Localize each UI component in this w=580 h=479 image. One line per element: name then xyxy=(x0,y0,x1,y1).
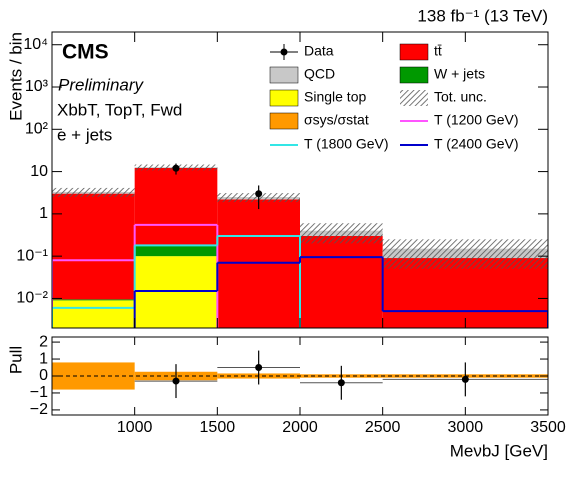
data-point xyxy=(172,164,180,172)
pull-frame xyxy=(51,336,549,416)
legend-swatch xyxy=(400,90,428,106)
y-tick-label: 10 xyxy=(30,163,48,180)
y-tick-label: 1 xyxy=(39,205,48,222)
pull-y-tick-label: 1 xyxy=(39,350,48,367)
cms-label: CMS xyxy=(62,41,109,64)
legend-label: W + jets xyxy=(434,66,485,82)
data-point xyxy=(255,190,263,198)
pull-y-tick-label: −1 xyxy=(30,384,48,401)
sys-band xyxy=(52,362,135,390)
legend-label: σsys/σstat xyxy=(304,112,369,128)
x-tick-label: 2500 xyxy=(365,419,401,436)
x-tick-label: 2000 xyxy=(282,419,318,436)
y-tick-label: 10² xyxy=(25,121,49,138)
stack-segment xyxy=(134,167,218,246)
y-axis-label: Events / bin xyxy=(6,32,25,121)
stack-segment xyxy=(134,256,218,328)
preliminary: Preliminary xyxy=(58,75,145,94)
legend-label: Tot. unc. xyxy=(434,89,487,105)
y-tick-label: 10³ xyxy=(25,78,49,95)
pull-point xyxy=(255,364,263,372)
pull-point xyxy=(172,377,180,385)
legend-label: Data xyxy=(304,43,334,59)
channel: e + jets xyxy=(57,125,112,144)
x-tick-label: 1000 xyxy=(117,419,153,436)
legend-swatch xyxy=(399,66,429,84)
pull-y-tick-label: −2 xyxy=(30,401,48,418)
stack-segment xyxy=(300,235,383,328)
pull-y-tick-label: 2 xyxy=(39,333,48,350)
legend-label: tt̄ xyxy=(434,43,442,59)
legend-label: QCD xyxy=(304,66,335,82)
main-frame xyxy=(51,31,549,329)
uncertainty-band xyxy=(300,223,383,244)
uncertainty-band xyxy=(382,239,548,269)
pull-point xyxy=(337,379,345,387)
category: XbbT, TopT, Fwd xyxy=(57,100,182,119)
legend-swatch xyxy=(269,89,299,107)
main-plot xyxy=(52,163,548,328)
legend-swatch xyxy=(269,66,299,84)
legend-label: T (1800 GeV) xyxy=(304,136,389,152)
legend-swatch xyxy=(269,112,299,130)
x-tick-label: 3500 xyxy=(530,419,566,436)
legend-label: Single top xyxy=(304,89,366,105)
pull-point xyxy=(461,375,469,383)
pull-y-tick-label: 0 xyxy=(39,367,48,384)
legend-label: T (2400 GeV) xyxy=(434,136,519,152)
y-tick-label: 10⁻² xyxy=(16,290,48,307)
x-axis-label: MeνbJ [GeV] xyxy=(450,441,548,460)
y-tick-label: 10⁴ xyxy=(23,36,48,53)
legend-swatch xyxy=(399,43,429,61)
stack-segment xyxy=(134,245,218,257)
legend-swatch xyxy=(280,48,288,56)
stack-segment xyxy=(52,300,135,328)
stack-segment xyxy=(382,258,548,328)
legend-label: T (1200 GeV) xyxy=(434,112,519,128)
stack-segment xyxy=(52,193,135,300)
uncertainty-band xyxy=(52,187,135,197)
stack-segment xyxy=(52,299,135,301)
x-tick-label: 3000 xyxy=(448,419,484,436)
header: 138 fb⁻¹ (13 TeV) xyxy=(417,6,548,25)
pull-plot xyxy=(52,350,548,400)
x-tick-label: 1500 xyxy=(200,419,236,436)
y-tick-label: 10⁻¹ xyxy=(16,247,48,264)
pull-axis-label: Pull xyxy=(6,346,25,374)
